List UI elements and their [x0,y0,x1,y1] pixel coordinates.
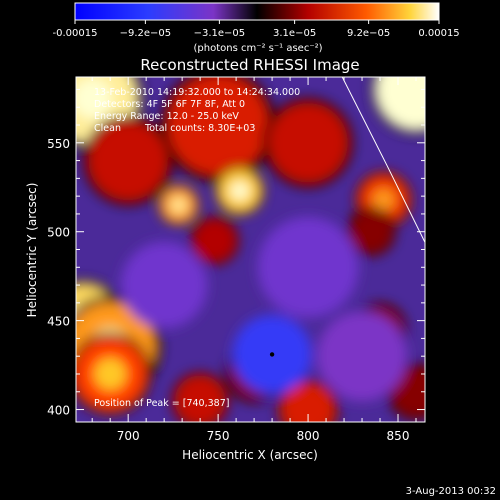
x-tick-label: 750 [207,429,230,443]
heatmap-blob-core [76,78,113,119]
heatmap-blob-core [93,357,127,391]
colorbar-unit-label: (photons cm⁻² s⁻¹ asec⁻²) [193,43,322,54]
colorbar-tick-label: -0.00015 [53,28,98,39]
heatmap-blob [281,382,336,422]
x-tick-label: 800 [297,429,320,443]
heatmap-blob [192,219,237,263]
colorbar-tick-label: 0.00015 [418,28,459,39]
annotation-method: Clean [94,123,121,134]
annotation-time: 13-Feb-2010 14:19:32.000 to 14:24:34.000 [94,87,300,98]
heatmap-blob [317,311,408,402]
peak-marker [269,352,275,357]
footer-date: 3-Aug-2013 00:32 [406,486,496,497]
heatmap-blob [257,216,359,318]
heatmap-blob-core [398,77,425,108]
heatmap-blob [174,375,226,422]
heatmap-blob-core [170,196,187,214]
heatmap-layer [76,77,425,422]
solar-limb [341,77,425,243]
y-axis-label: Heliocentric Y (arcsec) [25,183,39,318]
y-tick-label: 500 [47,226,70,240]
x-axis-label: Heliocentric X (arcsec) [182,448,318,462]
y-tick-label: 550 [47,137,70,151]
colorbar-tick-label: −3.1e−05 [194,28,246,39]
heatmap-blob [88,121,168,201]
colorbar-tick-label: 9.2e−05 [347,28,390,39]
heatmap-blob [167,77,269,176]
colorbar-ticks: -0.00015 −9.2e−05 −3.1e−05 3.1e−05 9.2e−05 0.… [53,20,460,39]
annotation-energy: Energy Range: 12.0 - 25.0 keV [94,111,239,122]
colorbar-tick-label: −9.2e−05 [120,28,172,39]
chart-title: Reconstructed RHESSI Image [140,56,359,74]
annotation-detectors: Detectors: 4F 5F 6F 7F 8F, Att 0 [94,99,245,110]
heatmap-blob [120,241,208,329]
annotation-peak: Position of Peak = [740,387] [94,398,229,409]
heatmap-blob-core [229,181,250,201]
x-tick-label: 700 [117,429,140,443]
heatmap-blob [268,103,348,183]
y-tick-label: 400 [47,404,70,418]
y-tick-label: 450 [47,315,70,329]
annotation-counts: Total counts: 8.30E+03 [144,123,255,134]
colorbar-tick-label: 3.1e−05 [273,28,316,39]
colorbar [74,2,440,21]
x-tick-label: 850 [387,429,410,443]
heatmap-blob [349,210,393,254]
heatmap-blob-core [372,188,395,212]
axes: 700 750 800 850 400 450 500 550 [47,77,425,443]
